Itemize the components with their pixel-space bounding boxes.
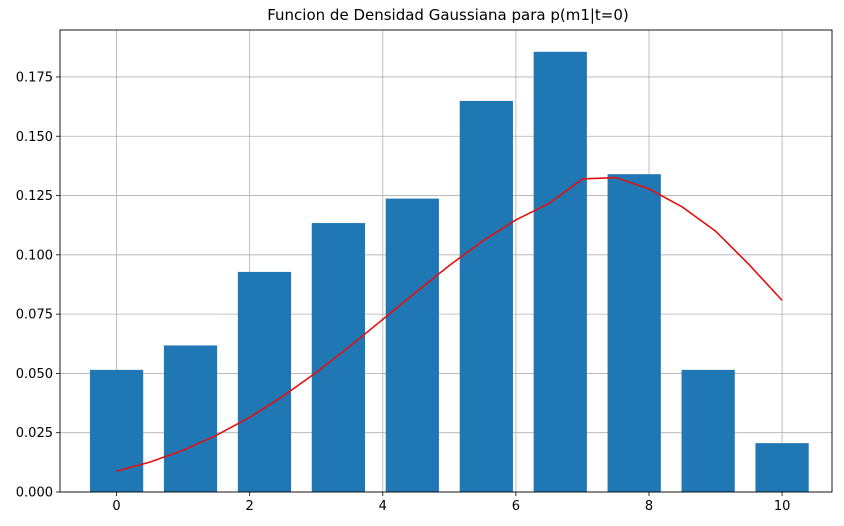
curve xyxy=(116,176,783,472)
plot-frame xyxy=(59,29,833,493)
y-tick-label: 0.000 xyxy=(16,486,53,501)
y-tick-label: 0.100 xyxy=(16,248,53,263)
bar xyxy=(163,345,218,492)
y-tick-label: 0.175 xyxy=(16,70,53,85)
x-tick-label: 6 xyxy=(512,499,520,514)
bar xyxy=(89,369,144,492)
density-curve xyxy=(116,176,783,472)
bars xyxy=(89,51,809,493)
x-tick-label: 4 xyxy=(379,499,387,514)
x-tick-label: 0 xyxy=(112,499,120,514)
bar xyxy=(385,198,439,493)
axes xyxy=(59,29,833,493)
grid xyxy=(60,30,832,493)
bar xyxy=(237,271,292,492)
bar xyxy=(681,369,735,492)
y-tick-label: 0.050 xyxy=(16,367,53,382)
bar xyxy=(755,443,809,492)
bar xyxy=(607,174,661,492)
x-tick-label: 10 xyxy=(774,499,791,514)
y-tick-label: 0.150 xyxy=(16,130,53,145)
x-axis-ticks: 0 2 4 6 8 10 xyxy=(112,492,790,514)
y-tick-label: 0.125 xyxy=(16,189,53,204)
y-tick-label: 0.075 xyxy=(16,308,53,323)
bar xyxy=(459,100,513,493)
x-tick-label: 2 xyxy=(246,499,254,514)
chart-title: Funcion de Densidad Gaussiana para p(m1|… xyxy=(267,6,629,24)
x-tick-label: 8 xyxy=(645,499,653,514)
y-axis-ticks: 0.000 0.025 0.050 0.075 0.100 0.125 0.150 0.175 xyxy=(16,70,60,501)
bar xyxy=(533,51,587,492)
y-tick-label: 0.025 xyxy=(16,426,53,441)
bar xyxy=(311,223,366,492)
